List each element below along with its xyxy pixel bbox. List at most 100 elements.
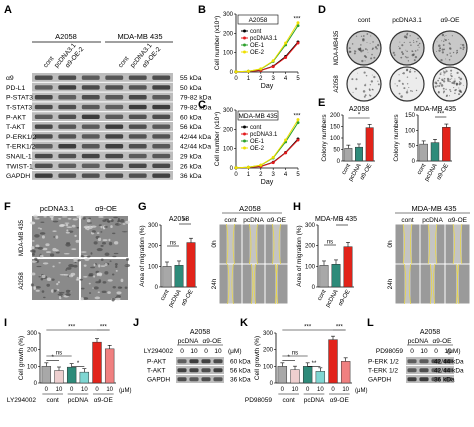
colony-dot [450, 55, 452, 57]
group-label: pcDNA [304, 397, 325, 404]
cell-shape [91, 230, 96, 233]
colony-dot [371, 53, 373, 56]
cell-shape [74, 234, 77, 238]
colony-dot [370, 57, 373, 60]
wound-edge [459, 223, 463, 265]
wound-edge [275, 263, 279, 305]
significance: * [341, 220, 344, 226]
colony-dot [370, 35, 372, 37]
legend-label: cont [250, 125, 262, 131]
protein-label: P-ERK1/2 [6, 134, 36, 141]
cell-shape [66, 241, 71, 245]
colony-dot [450, 72, 452, 75]
colony-dot [367, 52, 369, 54]
colony-dot [398, 79, 401, 83]
cell-shape [46, 277, 52, 282]
colony-dot [436, 41, 438, 43]
x-tick-label: 1 [247, 76, 251, 82]
cell-shape [65, 293, 71, 297]
wound-edge [231, 263, 234, 305]
wound-cell-line: MDA-MB 435 [411, 204, 456, 213]
data-point [296, 118, 300, 122]
dose-label: 0 [434, 348, 438, 355]
series-line [235, 138, 299, 169]
unit-label: (μM) [228, 348, 242, 355]
colony-dot [409, 41, 411, 44]
cell-shape [41, 274, 46, 279]
colony-dot [435, 50, 437, 52]
cell-shape [63, 252, 70, 255]
cell-shape [107, 291, 111, 294]
cell-shape [88, 217, 92, 220]
blot-band [128, 134, 147, 139]
blot-band [81, 163, 100, 169]
cell-shape [65, 267, 72, 270]
blot-band [81, 95, 100, 100]
blot-band [419, 359, 429, 364]
cell-shape [59, 223, 66, 227]
colony-dot [409, 35, 411, 37]
wound-edge [226, 223, 229, 265]
colony-dot [369, 42, 371, 44]
y-axis-label: Cell number (x10⁴) [214, 112, 221, 166]
protein-label: PD-L1 [6, 85, 25, 92]
panel-label-l: L [367, 317, 374, 329]
colony-dot [438, 44, 441, 48]
y-tick-label: 300 [263, 331, 274, 337]
wound-edge [434, 223, 438, 265]
significance: * [287, 355, 290, 361]
colony-dot [372, 89, 374, 91]
wound-col-label: α9-OE [448, 217, 468, 224]
blot-cell-line: A2058 [190, 329, 210, 336]
y-tick-label: 100 [330, 136, 341, 142]
colony-dot [440, 84, 444, 87]
group-label: pcDNA [68, 397, 89, 404]
colony-dot [449, 78, 451, 81]
wound-edge [278, 223, 281, 265]
cell-shape [96, 272, 103, 276]
cell-shape [120, 219, 125, 223]
blot-band [34, 124, 53, 129]
y-tick-label: 150 [330, 125, 341, 131]
panel-label-c: C [198, 99, 206, 111]
cell-shape [34, 234, 40, 238]
legend-marker [243, 36, 246, 40]
colony-dot [406, 76, 409, 78]
blot-band [189, 359, 199, 364]
colony-dot [456, 49, 458, 52]
cell-shape [71, 248, 77, 250]
growth-curve-mdamb435: 0 100 200 300 0 1 2 3 4 5 Day Cell number (x10⁴) MDA… [214, 108, 301, 186]
cell-shape [97, 291, 100, 294]
blot-band [105, 124, 124, 129]
colony-dot [400, 56, 403, 59]
protein-label: GAPDH [368, 376, 391, 383]
blot-band [58, 104, 77, 110]
cell-shape [31, 260, 38, 263]
colony-dot [443, 77, 446, 80]
cell-shape [39, 228, 43, 230]
colony-dot [441, 40, 443, 42]
colony-dot [401, 52, 405, 56]
colony-dot [365, 48, 367, 50]
blot-band [128, 104, 147, 110]
cell-shape [106, 220, 111, 223]
blot-band [128, 95, 147, 100]
panel-label-f: F [4, 201, 11, 213]
colony-dot [348, 50, 351, 54]
growth-curve-a2058: 0 100 200 300 0 1 2 3 4 5 Day Cell number (x10⁴) A20… [214, 12, 301, 90]
legend-label: pcDNA3.1 [250, 36, 278, 42]
legend-marker [243, 146, 246, 150]
cell-shape [104, 263, 108, 266]
wound-row-label: 24h [211, 278, 218, 289]
data-point [271, 161, 275, 165]
cell-shape [114, 222, 121, 226]
colony-dot [449, 80, 451, 83]
colony-col-label: α9-OE [441, 17, 461, 24]
cell-shape [72, 218, 78, 221]
wound-edge [452, 223, 456, 265]
bar [174, 265, 184, 288]
blot-band [128, 173, 147, 178]
cell-shape [113, 216, 118, 219]
